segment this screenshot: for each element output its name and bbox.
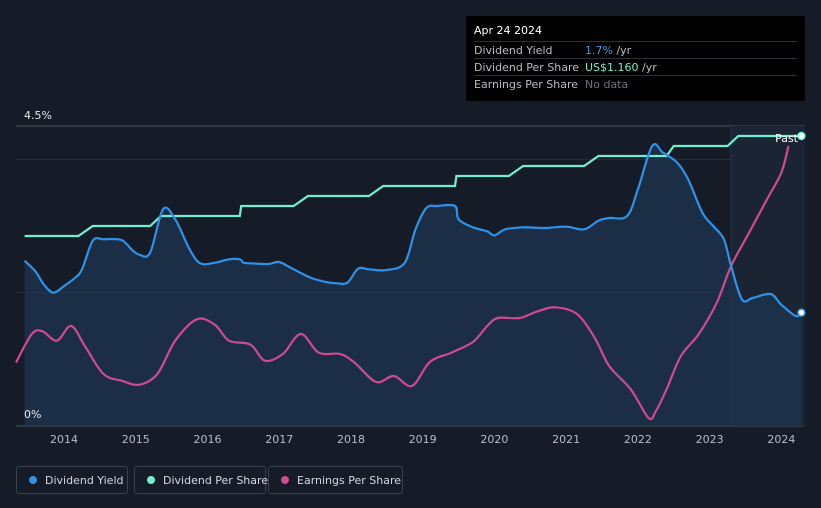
legend-dividend-yield[interactable]: Dividend Yield bbox=[16, 466, 128, 494]
past-label: Past bbox=[775, 132, 799, 145]
x-tick-label: 2016 bbox=[194, 433, 222, 446]
x-tick-label: 2021 bbox=[552, 433, 580, 446]
dividend-per-share-end-marker bbox=[797, 131, 806, 141]
legend-dot-icon bbox=[281, 476, 289, 484]
y-tick-zero: 0% bbox=[24, 408, 42, 421]
legend-label: Earnings Per Share bbox=[297, 474, 402, 487]
tooltip-row-dividend-yield: Dividend Yield 1.7% /yr bbox=[474, 41, 797, 59]
y-tick-top: 4.5% bbox=[24, 109, 52, 122]
legend-label: Dividend Yield bbox=[45, 474, 124, 487]
legend-earnings-per-share[interactable]: Earnings Per Share bbox=[268, 466, 403, 494]
tooltip-label: Dividend Yield bbox=[474, 44, 553, 57]
tooltip-row-earnings-per-share: Earnings Per Share No data bbox=[474, 75, 797, 93]
legend-dot-icon bbox=[29, 476, 37, 484]
x-tick-label: 2024 bbox=[767, 433, 795, 446]
dividend-yield-line bbox=[23, 142, 803, 318]
tooltip-value-number: 1.7% bbox=[585, 44, 613, 57]
tooltip-value-number: No data bbox=[585, 78, 629, 91]
legend-dot-icon bbox=[147, 476, 155, 484]
x-tick-label: 2014 bbox=[50, 433, 78, 446]
earnings-per-share-line bbox=[15, 145, 790, 421]
dividend-per-share-line bbox=[24, 134, 802, 238]
tooltip-label: Earnings Per Share bbox=[474, 78, 579, 91]
tooltip-date: Apr 24 2024 bbox=[474, 24, 543, 37]
x-tick-label: 2015 bbox=[122, 433, 150, 446]
legend-label: Dividend Per Share bbox=[163, 474, 269, 487]
x-tick-label: 2017 bbox=[265, 433, 293, 446]
tooltip-value: 1.7% /yr bbox=[585, 44, 631, 57]
tooltip-value-number: US$1.160 bbox=[585, 61, 639, 74]
tooltip-value: No data bbox=[585, 78, 628, 91]
tooltip-value-unit: /yr bbox=[638, 61, 657, 74]
tooltip-row-dividend-per-share: Dividend Per Share US$1.160 /yr bbox=[474, 58, 797, 76]
x-tick-label: 2018 bbox=[337, 433, 365, 446]
x-tick-label: 2019 bbox=[409, 433, 437, 446]
dividend-yield-end-marker bbox=[797, 308, 806, 317]
x-tick-label: 2023 bbox=[696, 433, 724, 446]
tooltip-label: Dividend Per Share bbox=[474, 61, 580, 74]
legend-dividend-per-share[interactable]: Dividend Per Share bbox=[134, 466, 269, 494]
x-tick-label: 2020 bbox=[480, 433, 508, 446]
dividend-yield-area bbox=[24, 144, 802, 426]
tooltip-value-unit: /yr bbox=[612, 44, 632, 57]
tooltip-panel: Apr 24 2024 Dividend Yield 1.7% /yr Divi… bbox=[466, 16, 805, 101]
x-tick-label: 2022 bbox=[624, 433, 652, 446]
tooltip-value: US$1.160 /yr bbox=[585, 61, 657, 74]
